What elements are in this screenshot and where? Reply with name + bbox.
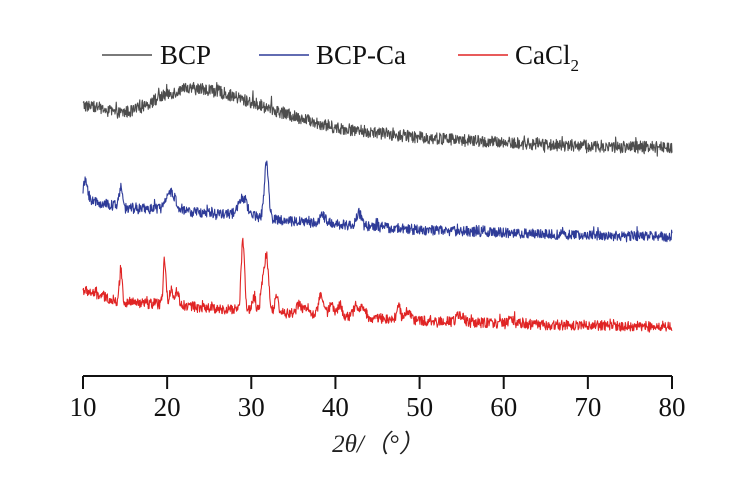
x-tick-label: 60 xyxy=(490,392,517,422)
series-line-cacl2 xyxy=(82,237,673,333)
plot-area xyxy=(82,81,673,333)
x-tick-label: 20 xyxy=(154,392,181,422)
legend-item-bcp: BCP xyxy=(102,40,211,70)
x-axis: 10 20 30 40 50 60 70 80 2θ/（°） xyxy=(70,375,686,458)
legend-label-bcp: BCP xyxy=(160,40,211,70)
series-line-bcp-ca xyxy=(82,160,673,243)
x-ticks: 10 20 30 40 50 60 70 80 xyxy=(70,376,686,422)
legend: BCP BCP-Ca CaCl2 xyxy=(102,40,579,75)
legend-label-bcp-ca: BCP-Ca xyxy=(316,40,406,70)
x-tick-label: 40 xyxy=(322,392,349,422)
legend-label-cacl2: CaCl2 xyxy=(515,40,579,75)
legend-item-cacl2: CaCl2 xyxy=(458,40,579,75)
x-tick-label: 80 xyxy=(659,392,686,422)
x-tick-label: 70 xyxy=(574,392,601,422)
legend-item-bcp-ca: BCP-Ca xyxy=(259,40,406,70)
series-line-bcp xyxy=(82,81,673,157)
x-tick-label: 30 xyxy=(238,392,265,422)
legend-label-cacl2-main: CaCl xyxy=(515,40,571,70)
legend-label-cacl2-subscript: 2 xyxy=(571,56,580,75)
x-tick-label: 10 xyxy=(70,392,97,422)
x-tick-label: 50 xyxy=(406,392,433,422)
x-axis-title: 2θ/（°） xyxy=(332,430,424,458)
